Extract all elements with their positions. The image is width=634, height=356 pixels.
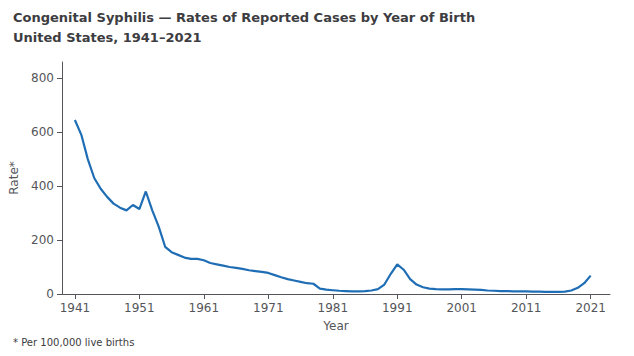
svg-text:1981: 1981 <box>318 301 349 315</box>
svg-text:2021: 2021 <box>575 301 606 315</box>
svg-text:2011: 2011 <box>511 301 542 315</box>
svg-text:600: 600 <box>31 125 54 139</box>
svg-text:400: 400 <box>31 179 54 193</box>
svg-text:2001: 2001 <box>446 301 477 315</box>
svg-text:800: 800 <box>31 71 54 85</box>
svg-text:0: 0 <box>46 287 54 301</box>
svg-text:1951: 1951 <box>124 301 155 315</box>
svg-text:1991: 1991 <box>382 301 413 315</box>
svg-text:1941: 1941 <box>60 301 91 315</box>
svg-text:1961: 1961 <box>189 301 220 315</box>
svg-text:1971: 1971 <box>253 301 284 315</box>
svg-text:Year: Year <box>322 319 348 333</box>
svg-text:United States, 1941–2021: United States, 1941–2021 <box>13 30 202 45</box>
svg-text:Congenital Syphilis — Rates of: Congenital Syphilis — Rates of Reported … <box>13 10 475 25</box>
svg-text:* Per 100,000 live births: * Per 100,000 live births <box>13 337 134 348</box>
svg-text:Rate*: Rate* <box>7 161 21 195</box>
svg-text:200: 200 <box>31 233 54 247</box>
